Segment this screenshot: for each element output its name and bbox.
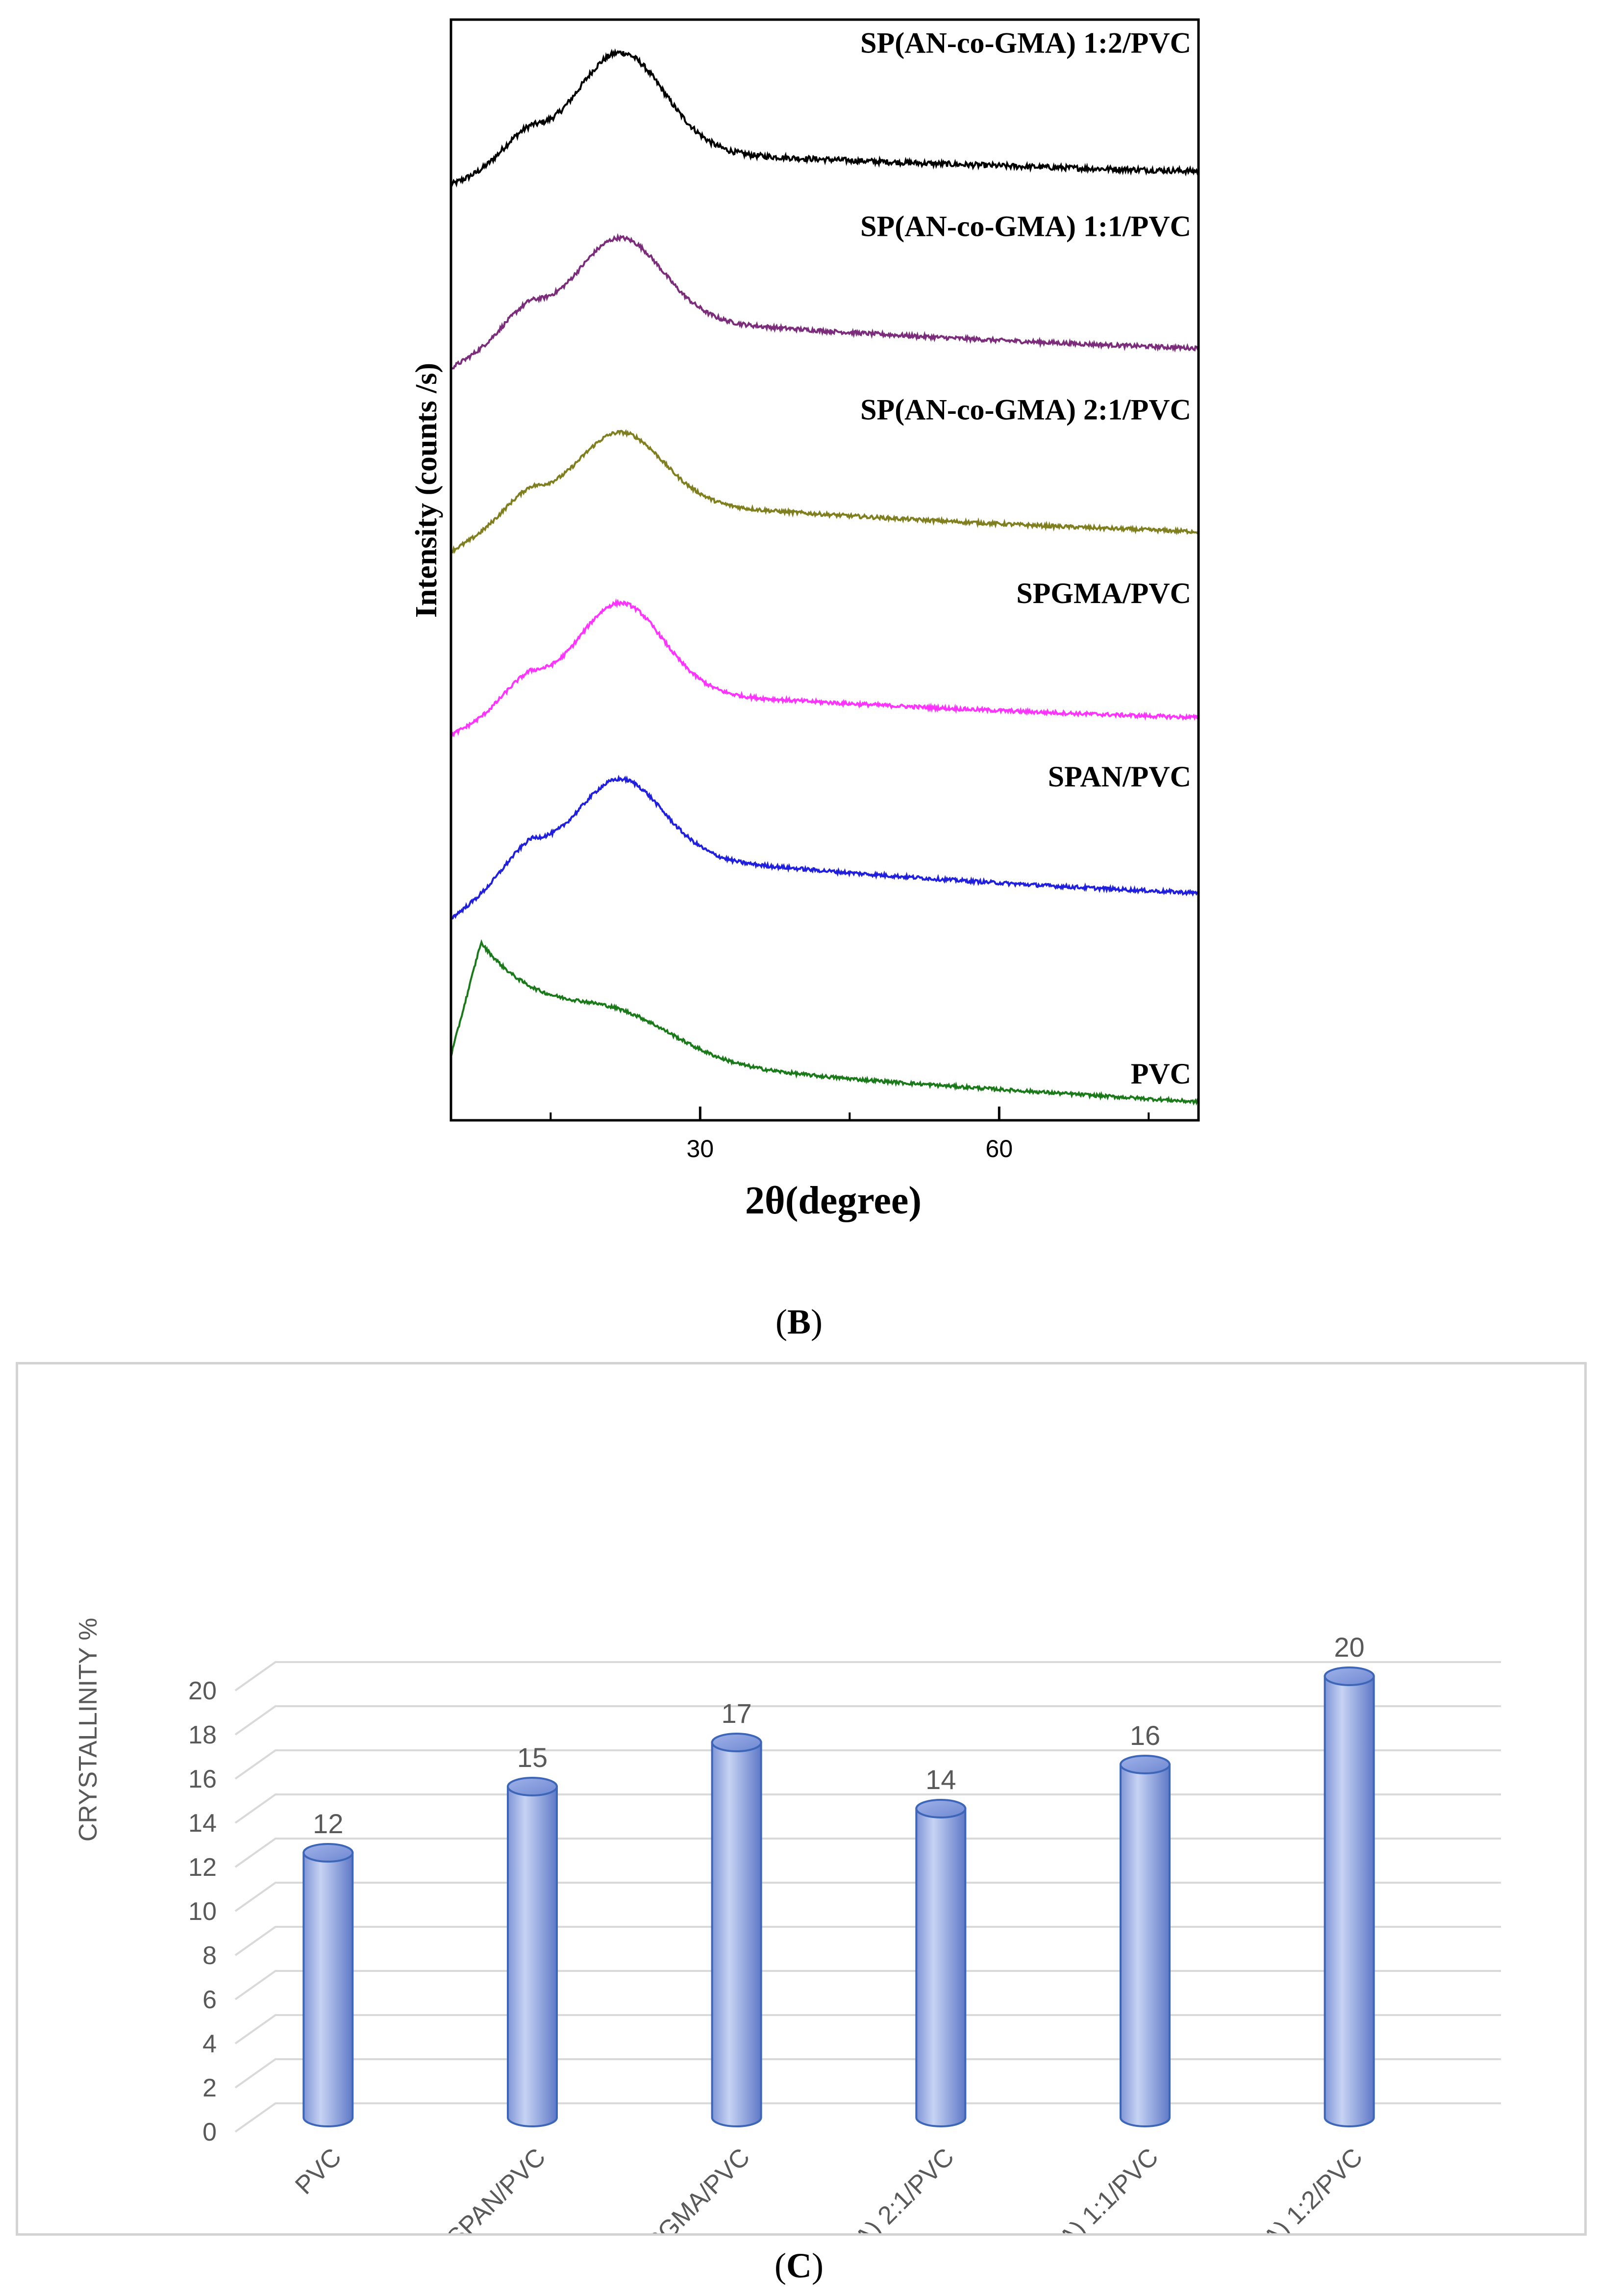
xrd-series-label: SP(AN-co-GMA) 1:1/PVC <box>860 210 1191 243</box>
crystallinity-data-label: 15 <box>517 1742 548 1773</box>
panel-c-letter: C <box>786 2246 812 2285</box>
xrd-series-label: PVC <box>1131 1058 1191 1090</box>
xrd-series-line-sp-an-co-gma-1-1-pvc <box>450 233 1199 370</box>
crystallinity-chart: 0 2 4 6 8 10 12 14 16 18 20 12 15 17 14 16 20 PVC SPAN/P… <box>74 1618 1501 2233</box>
crystallinity-bar-pvc <box>302 1843 354 2127</box>
xrd-series-line-pvc <box>450 939 1199 1106</box>
crystallinity-y-tick-label: 4 <box>202 2030 217 2058</box>
crystallinity-y-tick-label: 8 <box>202 1942 217 1970</box>
crystallinity-category-label: SPAN/PVC <box>441 2143 551 2233</box>
crystallinity-bar-span-pvc <box>507 1777 558 2127</box>
crystallinity-data-label: 17 <box>722 1698 752 1729</box>
crystallinity-bar-sp-an-co-gma-2-1-pvc <box>915 1799 967 2127</box>
panel-c-caption: (C) <box>774 2246 824 2285</box>
xrd-series-line-span-pvc <box>450 775 1199 920</box>
xrd-series-label: SPGMA/PVC <box>1016 577 1191 609</box>
crystallinity-chart-panel: 0 2 4 6 8 10 12 14 16 18 20 12 15 17 14 16 20 PVC SPAN/P… <box>16 1362 1587 2236</box>
crystallinity-category-label: SPGMA/PVC <box>628 2143 756 2233</box>
crystallinity-data-label: 16 <box>1130 1720 1160 1751</box>
crystallinity-category-label: SP(AN-co-GMA) 1:1/PVC <box>939 2143 1164 2233</box>
crystallinity-gridline <box>234 1661 1501 1691</box>
crystallinity-y-tick-label: 2 <box>202 2074 217 2102</box>
crystallinity-gridline <box>234 1970 1501 2000</box>
crystallinity-category-label: SP(AN-co-GMA) 2:1/PVC <box>734 2143 960 2233</box>
crystallinity-gridline <box>234 2102 1501 2133</box>
crystallinity-y-tick-label: 10 <box>188 1897 217 1926</box>
xrd-x-tick-label: 30 <box>687 1135 714 1162</box>
crystallinity-bar-sp-an-co-gma-1-2-pvc <box>1323 1666 1375 2127</box>
crystallinity-gridline <box>234 1882 1501 1912</box>
crystallinity-y-tick-label: 18 <box>188 1721 217 1749</box>
crystallinity-y-tick-label: 6 <box>202 1986 217 2014</box>
crystallinity-category-label: SP(AN-co-GMA) 1:2/PVC <box>1143 2143 1368 2233</box>
xrd-series-line-spgma-pvc <box>450 598 1199 738</box>
crystallinity-y-tick-label: 0 <box>202 2118 217 2146</box>
xrd-series-line-sp-an-co-gma-2-1-pvc <box>450 429 1199 554</box>
xrd-series-label: SPAN/PVC <box>1048 760 1191 793</box>
crystallinity-data-label: 12 <box>313 1808 343 1839</box>
crystallinity-gridline <box>234 2014 1501 2044</box>
crystallinity-gridline <box>234 1705 1501 1736</box>
crystallinity-data-label: 20 <box>1334 1632 1365 1663</box>
xrd-series-label: SP(AN-co-GMA) 2:1/PVC <box>860 394 1191 426</box>
xrd-x-tick-label: 60 <box>986 1135 1013 1162</box>
crystallinity-bar-sp-an-co-gma-1-1-pvc <box>1120 1755 1171 2127</box>
xrd-series-label: SP(AN-co-GMA) 1:2/PVC <box>860 26 1191 59</box>
crystallinity-y-tick-label: 16 <box>188 1765 217 1793</box>
panel-b-caption: (B) <box>775 1302 823 1341</box>
crystallinity-gridline <box>234 1749 1501 1780</box>
crystallinity-y-axis-label: CRYSTALLINITY % <box>74 1618 102 1842</box>
crystallinity-gridline <box>234 1926 1501 1956</box>
xrd-x-axis-label: 2θ(degree) <box>745 1179 922 1222</box>
crystallinity-y-tick-label: 12 <box>188 1853 217 1882</box>
xrd-y-axis-label: Intensity (counts /s) <box>410 363 443 618</box>
panel-b-letter: B <box>787 1302 811 1341</box>
crystallinity-gridline <box>234 1793 1501 1824</box>
xrd-chart: 30 60 SP(AN-co-GMA) 1:2/PVC SP(AN-co-GMA) … <box>410 18 1200 1222</box>
crystallinity-gridline <box>234 2058 1501 2089</box>
crystallinity-data-label: 14 <box>925 1764 956 1795</box>
crystallinity-bar-spgma-pvc <box>711 1733 762 2127</box>
crystallinity-y-tick-label: 14 <box>188 1809 217 1838</box>
crystallinity-gridline <box>234 1838 1501 1868</box>
xrd-series-line-sp-an-co-gma-1-2-pvc <box>450 48 1199 188</box>
crystallinity-category-label: PVC <box>290 2143 347 2200</box>
xrd-plot-frame <box>449 18 1200 1122</box>
crystallinity-y-tick-label: 20 <box>188 1677 217 1705</box>
